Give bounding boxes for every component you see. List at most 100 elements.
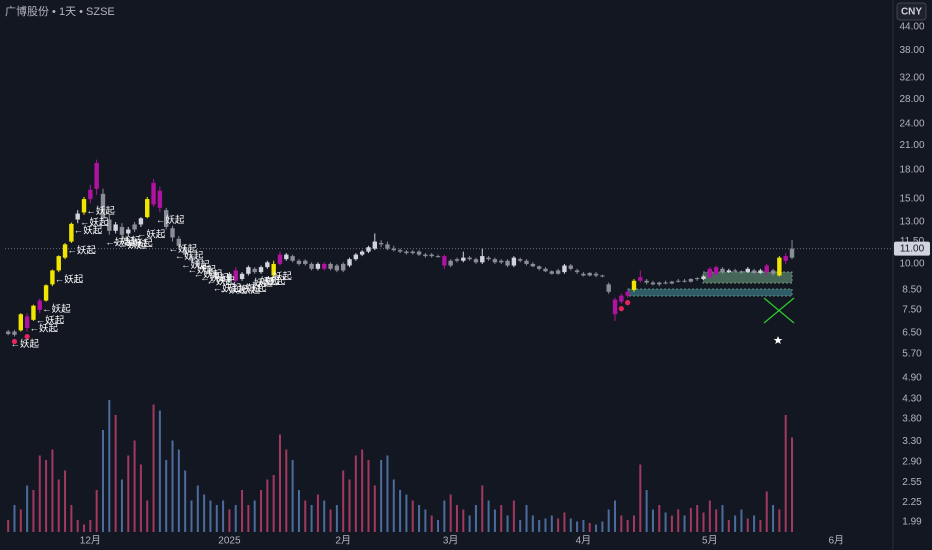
volume-bar: [215, 505, 218, 532]
candle-body: [322, 263, 327, 269]
candle-body: [625, 291, 630, 296]
volume-bar: [323, 500, 326, 532]
candle-body: [50, 270, 55, 285]
volume-bar: [791, 437, 794, 532]
candle-body: [208, 268, 213, 273]
volume-bar: [455, 505, 458, 532]
signal-label: ←妖起: [232, 284, 261, 296]
volume-bar: [152, 404, 155, 532]
signal-label: ←妖起: [124, 238, 153, 250]
y-tick-label: 5.70: [902, 348, 922, 359]
candle-body: [315, 263, 321, 269]
volume-bar: [95, 490, 98, 532]
candle-body: [549, 271, 555, 274]
candle-body: [391, 248, 396, 251]
volume-bar: [209, 500, 212, 532]
volume-bar: [278, 434, 281, 532]
signal-label: ←妖起: [86, 205, 115, 217]
candle-body: [220, 277, 226, 281]
signal-label: ←妖起: [36, 315, 65, 327]
zone-box: [627, 288, 793, 297]
signal-label: ←妖起: [156, 214, 185, 226]
candle-body: [644, 280, 649, 283]
candle-body: [600, 275, 605, 277]
candle-body: [145, 199, 150, 218]
candle-body: [442, 256, 447, 266]
candle-body: [720, 268, 725, 273]
volume-bar: [380, 460, 383, 532]
candle-body: [132, 224, 137, 230]
candle-body: [277, 254, 283, 264]
candle-body: [676, 280, 681, 282]
volume-bar: [588, 523, 591, 532]
volume-bar: [165, 460, 168, 532]
volume-bar: [247, 505, 250, 532]
candle-body: [195, 260, 201, 266]
volume-bar: [740, 509, 743, 532]
volume-bar: [304, 500, 307, 532]
volume-bar: [399, 490, 402, 532]
y-tick-label: 13.00: [899, 217, 924, 228]
candle-body: [265, 262, 270, 268]
volume-bar: [89, 520, 92, 532]
candle-body: [5, 331, 11, 335]
candle-body: [789, 248, 795, 258]
x-tick-label: 5月: [702, 535, 718, 547]
volume-bar: [405, 494, 408, 532]
y-tick-label: 10.00: [899, 259, 924, 270]
volume-bar: [316, 494, 319, 532]
volume-bar: [772, 505, 775, 532]
volume-bar: [64, 470, 67, 532]
candle-body: [258, 267, 264, 273]
candle-body: [271, 263, 276, 276]
signal-dot: [24, 333, 30, 340]
candle-body: [517, 259, 523, 261]
candle-body: [574, 270, 580, 273]
volume-bar: [367, 460, 370, 532]
volume-bar: [468, 515, 471, 532]
candle-body: [246, 267, 251, 274]
candle-body: [536, 266, 542, 269]
volume-bar: [462, 509, 465, 532]
volume-bar: [177, 449, 180, 532]
candle-body: [511, 257, 517, 266]
y-tick-label: 8.50: [902, 285, 922, 296]
candle-body: [201, 265, 207, 269]
volume-bar: [658, 505, 661, 532]
volume-bar: [158, 410, 161, 532]
signal-label: ←妖起: [206, 275, 235, 287]
candle-body: [745, 268, 750, 273]
candle-body: [189, 256, 194, 261]
candle-body: [423, 254, 428, 257]
volume-bar: [500, 505, 503, 532]
y-tick-label: 1.99: [902, 517, 922, 528]
volume-bar: [291, 460, 294, 532]
volume-bar: [184, 470, 187, 532]
candle-body: [227, 273, 232, 281]
volume-bar: [778, 509, 781, 532]
volume-bar: [443, 500, 446, 532]
volume-bar: [702, 512, 705, 532]
y-tick-label: 28.00: [899, 94, 924, 105]
volume-bar: [727, 520, 730, 532]
candle-body: [530, 263, 536, 267]
candle-body: [638, 277, 643, 281]
volume-bar: [411, 500, 414, 532]
volume-bar: [146, 500, 149, 532]
volume-bar: [120, 479, 123, 532]
signal-label: ←妖起: [181, 259, 210, 271]
y-tick-label: 4.30: [902, 394, 922, 405]
currency-label[interactable]: CNY: [901, 7, 922, 18]
currency-button[interactable]: [896, 2, 927, 21]
candle-body: [619, 295, 624, 302]
volume-bar: [430, 515, 433, 532]
y-tick-label: 18.00: [899, 165, 924, 176]
last-price-tag: [894, 241, 930, 256]
candle-body: [126, 229, 131, 234]
candle-body: [12, 331, 17, 335]
volume-bar: [595, 524, 598, 532]
volume-bar: [601, 521, 604, 532]
volume-bar: [582, 520, 585, 532]
candle-body: [473, 259, 479, 263]
